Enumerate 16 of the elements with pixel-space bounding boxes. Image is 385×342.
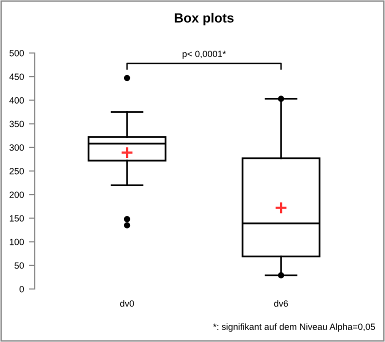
y-tick-label: 500	[10, 50, 24, 56]
x-tick-label: dv0	[120, 300, 134, 307]
y-tick-label: 450	[9, 74, 24, 80]
y-tick-label: 250	[10, 168, 24, 174]
y-tick-label: 200	[10, 192, 24, 198]
y-tick-label: 50	[14, 262, 24, 269]
y-tick-label: 350	[10, 120, 24, 128]
y-tick-label: 100	[10, 238, 24, 246]
y-tick-label: 150	[10, 215, 24, 222]
y-tick-label: 300	[10, 144, 24, 151]
x-tick-label: dv6	[274, 300, 288, 307]
text: *: signifikant auf dem Niveau Alpha=0,05	[213, 323, 376, 332]
annotation: p< 0,0001*	[182, 50, 226, 59]
chart-title: Box plots	[174, 12, 234, 26]
y-tick-label: 400	[9, 97, 24, 104]
y-tick-label: 0	[20, 286, 24, 292]
